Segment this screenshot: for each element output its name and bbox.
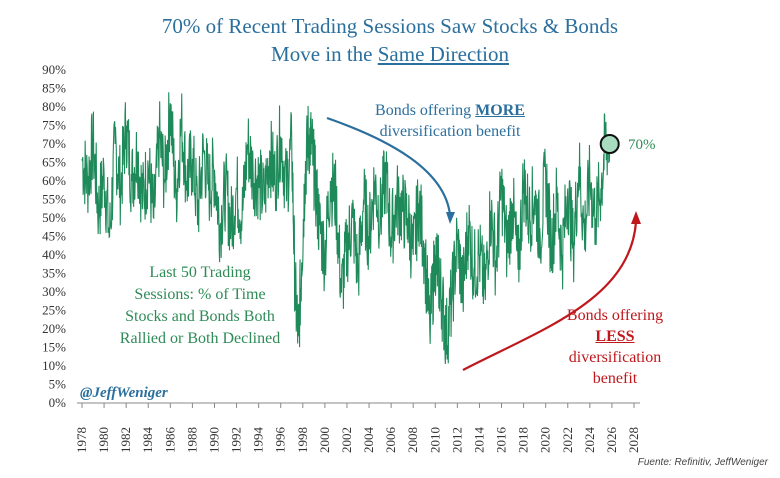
annotation-more-pre: Bonds offering xyxy=(375,102,476,119)
series-line xyxy=(81,92,611,365)
x-tick-label: 2000 xyxy=(317,427,332,453)
x-tick-label: 1998 xyxy=(295,427,310,453)
y-tick-label: 45% xyxy=(42,229,66,244)
annotation-more-diversification: Bonds offering MORE diversification bene… xyxy=(360,100,540,142)
x-tick-label: 1992 xyxy=(229,427,244,453)
chart-title-line-2: Move in the Same Direction xyxy=(0,42,780,67)
last50-line2: Sessions: % of Time xyxy=(134,286,266,303)
x-tick-label: 2024 xyxy=(582,427,597,454)
annotation-more-post: diversification benefit xyxy=(379,123,521,140)
title-underlined-text: Same Direction xyxy=(377,42,509,66)
more-diversification-arrow xyxy=(326,116,452,216)
annotation-less-line1: Bonds offering xyxy=(566,307,664,324)
x-tick-label: 2010 xyxy=(427,427,442,453)
y-tick-label: 55% xyxy=(42,192,66,207)
author-handle: @JeffWeniger xyxy=(80,385,168,401)
y-tick-label: 90% xyxy=(42,62,66,77)
last50-line3: Stocks and Bonds Both xyxy=(125,308,275,325)
y-tick-label: 50% xyxy=(42,210,66,225)
x-tick-label: 2026 xyxy=(604,427,619,454)
last50-line4: Rallied or Both Declined xyxy=(119,330,281,347)
x-tick-label: 1982 xyxy=(118,427,133,453)
annotation-more-emph: MORE xyxy=(475,102,525,119)
x-tick-label: 2016 xyxy=(494,426,509,453)
y-tick-label: 25% xyxy=(42,303,66,318)
source-note: Fuente: Refinitiv, JeffWeniger xyxy=(637,457,768,468)
x-tick-label: 1994 xyxy=(251,427,266,454)
less-arrow-head xyxy=(631,211,641,224)
current-value-label: 70% xyxy=(628,137,656,153)
x-tick-label: 2006 xyxy=(383,427,398,454)
y-tick-label: 40% xyxy=(42,247,66,262)
y-tick-label: 35% xyxy=(42,266,66,281)
x-tick-label: 1986 xyxy=(162,427,177,454)
series-group xyxy=(81,92,611,365)
y-tick-label: 30% xyxy=(42,284,66,299)
x-tick-label: 2028 xyxy=(626,427,641,453)
x-tick-label: 2008 xyxy=(405,427,420,453)
y-tick-label: 65% xyxy=(42,155,66,170)
x-tick-label: 1980 xyxy=(96,427,111,453)
less-diversification-arrow xyxy=(462,221,638,371)
x-tick-label: 2020 xyxy=(538,427,553,453)
x-tick-label: 1984 xyxy=(140,427,155,454)
x-tick-label: 2012 xyxy=(449,427,464,453)
y-tick-label: 20% xyxy=(42,321,66,336)
x-tick-label: 2004 xyxy=(361,427,376,454)
x-tick-label: 2002 xyxy=(339,427,354,453)
y-tick-label: 85% xyxy=(42,81,66,96)
y-tick-label: 10% xyxy=(42,358,66,373)
y-tick-label: 60% xyxy=(42,173,66,188)
x-tick-label: 2018 xyxy=(516,427,531,453)
x-axis-ticks: 1978 1980 1982 1984 1986 1988 1990 1992 1994 1996… xyxy=(74,403,641,453)
x-tick-label: 2014 xyxy=(471,427,486,454)
annotation-less-emph: LESS xyxy=(595,328,635,345)
y-tick-label: 5% xyxy=(49,377,67,392)
y-tick-label: 0% xyxy=(49,395,67,410)
y-tick-label: 15% xyxy=(42,340,66,355)
y-tick-label: 70% xyxy=(42,136,66,151)
y-tick-label: 80% xyxy=(42,99,66,114)
last50-line1: Last 50 Trading xyxy=(149,264,251,281)
annotation-less-line3: diversification xyxy=(568,349,662,366)
more-arrow-head xyxy=(446,212,455,224)
annotation-last-50-sessions: Last 50 Trading Sessions: % of Time Stoc… xyxy=(100,262,300,350)
current-value-marker xyxy=(599,134,620,154)
y-tick-label: 75% xyxy=(42,118,66,133)
x-tick-label: 1990 xyxy=(206,427,221,453)
annotation-less-line4: benefit xyxy=(592,370,638,387)
x-tick-label: 2022 xyxy=(560,427,575,453)
annotation-less-diversification: Bonds offering LESS diversification bene… xyxy=(540,305,690,389)
y-axis-ticks: 0% 5% 10% 15% 20% 25% 30% 35% 40% 45% 50% 55% 60% 65%… xyxy=(42,62,66,410)
x-tick-label: 1988 xyxy=(184,427,199,453)
x-tick-label: 1996 xyxy=(273,427,288,454)
chart-title-line-1: 70% of Recent Trading Sessions Saw Stock… xyxy=(161,14,619,38)
title-line-2-text: Move in the xyxy=(271,42,378,66)
x-tick-label: 1978 xyxy=(74,427,89,453)
